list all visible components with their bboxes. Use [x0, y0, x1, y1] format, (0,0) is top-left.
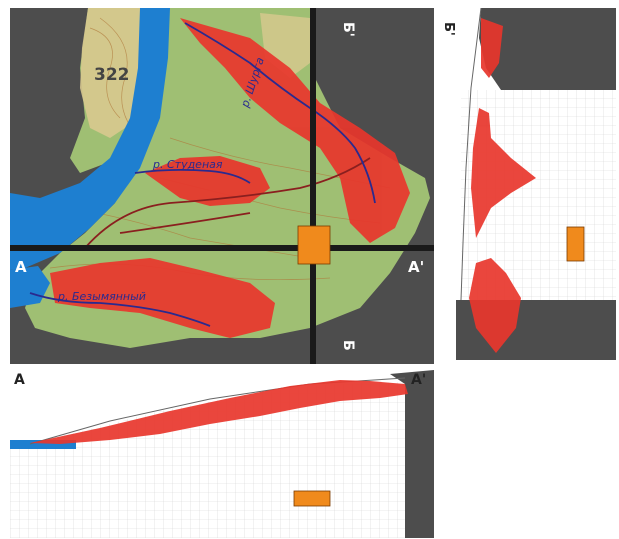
section-b-top-label: Б' [340, 22, 356, 37]
map-svg: 322 р. Шурга р. Студеная р. Безымянный А… [10, 8, 434, 364]
section-aa-landslide [30, 380, 408, 444]
landslide-zones [50, 18, 410, 338]
landslide-bezymyanny [50, 258, 275, 338]
study-site-marker [297, 225, 331, 265]
section-aa-water [10, 440, 76, 449]
section-line-bb [310, 8, 316, 364]
river-studenaya-line [134, 168, 251, 184]
rivers [29, 22, 376, 327]
roads [84, 157, 371, 249]
river-bezymyanny-label: р. Безымянный [57, 290, 146, 303]
section-b-bottom-label: Б [340, 340, 356, 351]
section-aa-svg: А А' [10, 370, 434, 538]
reservoir [10, 8, 170, 270]
section-bb-svg: Б' Б [441, 8, 616, 360]
river-studenaya-label: р. Студеная [152, 158, 223, 171]
section-a-start-label: А [15, 258, 27, 276]
elevation-label: 322 [94, 65, 130, 85]
section-line-aa [10, 245, 434, 251]
section-bb-site-marker [566, 226, 585, 262]
river-shurga-line [184, 22, 376, 204]
section-bb-top-bedrock [479, 8, 616, 90]
section-bb-landslides [469, 18, 536, 353]
section-aa-bedrock [405, 378, 434, 538]
river-bezymyanny-line [29, 292, 211, 327]
section-aa-site-marker [293, 490, 331, 507]
map-panel: 322 р. Шурга р. Студеная р. Безымянный А… [10, 8, 434, 364]
section-aa-start-label: А [14, 372, 25, 388]
section-aa-panel: А А' [10, 366, 434, 538]
section-bb-surface [460, 8, 482, 301]
section-bb-bottom-label: Б [441, 336, 456, 346]
landslide-studenaya [145, 156, 270, 206]
landslide-shurga [180, 18, 410, 243]
section-aa-end-label: А' [411, 372, 426, 388]
section-aa-bedrock-top [390, 370, 434, 384]
section-a-end-label: А' [408, 258, 424, 276]
section-bb-top-label: Б' [441, 22, 456, 36]
section-bb-panel: Б' Б [441, 8, 616, 360]
reservoir-south [10, 266, 50, 308]
